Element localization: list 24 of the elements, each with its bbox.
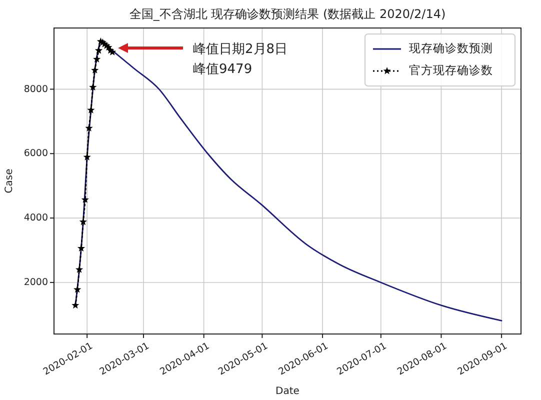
point	[93, 55, 101, 62]
point	[81, 196, 89, 203]
point	[75, 266, 84, 273]
annotation: 峰值日期2月8日	[193, 42, 288, 57]
y-tick-label: 6000	[24, 148, 48, 160]
point	[87, 106, 95, 114]
point	[74, 286, 82, 293]
chart-title: 全国_不含湖北 现存确诊数预测结果 (数据截止 2020/2/14)	[129, 7, 446, 21]
point	[77, 244, 86, 252]
point	[85, 124, 93, 132]
point	[89, 83, 97, 91]
point	[91, 66, 99, 74]
legend-label: 现存确诊数预测	[409, 41, 493, 56]
x-axis-title: Date	[276, 386, 300, 397]
point	[83, 153, 91, 160]
y-tick-label: 2000	[24, 277, 48, 288]
y-axis-title: Case	[4, 168, 15, 194]
point	[94, 46, 103, 54]
annotation: 峰值9479	[193, 62, 252, 77]
legend-label: 官方现存确诊数	[409, 63, 493, 78]
point	[72, 301, 80, 309]
point	[79, 218, 87, 226]
y-tick-label: 4000	[24, 212, 48, 224]
y-tick-label: 8000	[24, 84, 48, 95]
